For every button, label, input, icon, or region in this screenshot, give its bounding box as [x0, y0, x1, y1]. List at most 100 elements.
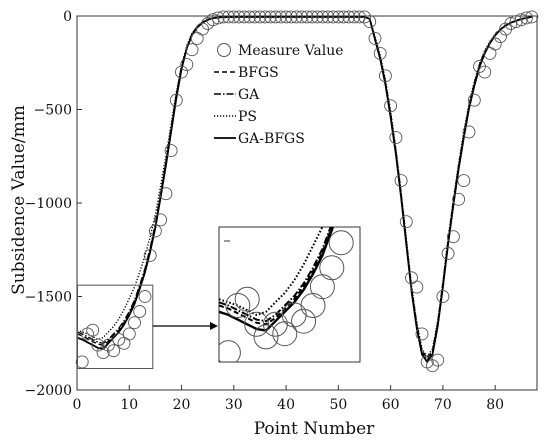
legend-label: GA-BFGS: [238, 131, 305, 147]
measure-point: [290, 10, 303, 24]
measure-point: [436, 290, 450, 303]
inset-series-line-ga: [219, 227, 332, 323]
measure-point: [216, 10, 230, 24]
measure-point: [305, 10, 319, 24]
legend-label: Measure Value: [238, 43, 344, 59]
y-tick-label: −1500: [25, 290, 72, 306]
inset-series-line-ga-bfgs: [219, 227, 335, 332]
measure-point: [415, 327, 429, 341]
measure-point: [441, 247, 455, 260]
y-tick-label: −1000: [25, 196, 72, 212]
x-tick-label: 50: [329, 397, 347, 413]
x-tick-label: 30: [225, 397, 243, 413]
measure-point: [431, 353, 445, 367]
measure-point: [248, 10, 262, 24]
measure-point: [96, 346, 110, 360]
inset-measure-point: [234, 286, 260, 312]
measure-point: [300, 10, 314, 24]
measure-point: [394, 174, 408, 188]
measure-point: [342, 10, 356, 24]
measure-point: [274, 10, 288, 24]
measure-point: [243, 10, 256, 24]
x-tick-label: 70: [434, 397, 452, 413]
measure-point: [358, 10, 371, 24]
measure-point: [227, 10, 241, 24]
measure-point: [520, 11, 533, 25]
measure-point: [467, 93, 481, 107]
measure-point: [258, 10, 272, 24]
measure-point: [91, 338, 105, 352]
measure-point: [232, 10, 246, 24]
measure-point: [457, 174, 471, 188]
measure-point: [263, 10, 277, 24]
y-tick-label: −500: [34, 103, 72, 119]
measure-point: [138, 290, 152, 303]
measure-point: [316, 10, 330, 24]
measure-point: [175, 65, 188, 79]
legend-marker-measure: [217, 43, 231, 57]
inset-measure-point: [244, 311, 270, 337]
legend: Measure Value BFGS GA PS GA-BFGS: [214, 43, 344, 147]
y-tick-label: −2000: [25, 383, 72, 399]
x-tick-label: 10: [120, 397, 138, 413]
inset-measure-point: [339, 162, 363, 186]
measure-point: [337, 10, 351, 24]
measure-point: [253, 10, 267, 24]
x-tick-label: 60: [382, 397, 400, 413]
y-axis-label: Subsidence Value/mm: [9, 105, 29, 295]
measure-point: [514, 13, 528, 27]
measure-point: [75, 355, 89, 369]
zoom-inset: [218, 0, 400, 363]
x-axis-label: Point Number: [254, 419, 375, 439]
measure-point: [493, 30, 507, 44]
inset-frame: [218, 226, 361, 363]
x-tick-label: 80: [486, 397, 504, 413]
inset-measure-point: [328, 230, 354, 256]
measure-point: [279, 10, 293, 24]
main-plot-layer: [75, 10, 539, 373]
measure-point: [410, 280, 424, 294]
inset-measure-point: [219, 340, 241, 362]
measure-point: [452, 192, 466, 206]
measure-point: [478, 65, 492, 79]
measure-point: [237, 10, 251, 24]
inset-measure-point: [253, 324, 279, 350]
measure-point: [159, 187, 173, 201]
y-tick-label: 0: [63, 9, 72, 25]
x-tick-label: 0: [73, 397, 82, 413]
measure-point: [143, 248, 157, 262]
measure-point: [389, 131, 403, 145]
measure-point: [378, 69, 392, 83]
measure-point: [148, 224, 162, 238]
measure-point: [311, 10, 324, 24]
measure-point: [462, 125, 476, 139]
measure-point: [384, 99, 398, 113]
measure-point: [269, 10, 283, 24]
inset-measure-point: [348, 121, 372, 145]
inset-measure-point: [225, 293, 251, 318]
legend-label: GA: [238, 87, 260, 103]
inset-measure-point: [376, 0, 400, 10]
measure-point: [185, 43, 199, 57]
measure-point: [133, 305, 147, 318]
zoom-arrow-head: [210, 322, 218, 330]
measure-point: [86, 323, 100, 337]
x-tick-label: 20: [173, 397, 191, 413]
inset-measure-point: [319, 255, 345, 281]
measure-point: [154, 213, 168, 227]
zoom-source-box: [77, 284, 218, 369]
measure-point: [326, 10, 340, 24]
measure-point: [446, 230, 460, 244]
measure-point: [373, 46, 387, 60]
measure-point: [180, 58, 194, 72]
measure-point: [488, 37, 502, 51]
measure-point: [169, 93, 183, 107]
measure-point: [206, 13, 220, 27]
x-tick-label: 40: [277, 397, 295, 413]
measure-point: [483, 46, 497, 60]
measure-point: [399, 215, 413, 229]
measure-point: [190, 31, 204, 45]
measure-point: [368, 31, 382, 45]
zoom-source-rect: [77, 284, 154, 369]
